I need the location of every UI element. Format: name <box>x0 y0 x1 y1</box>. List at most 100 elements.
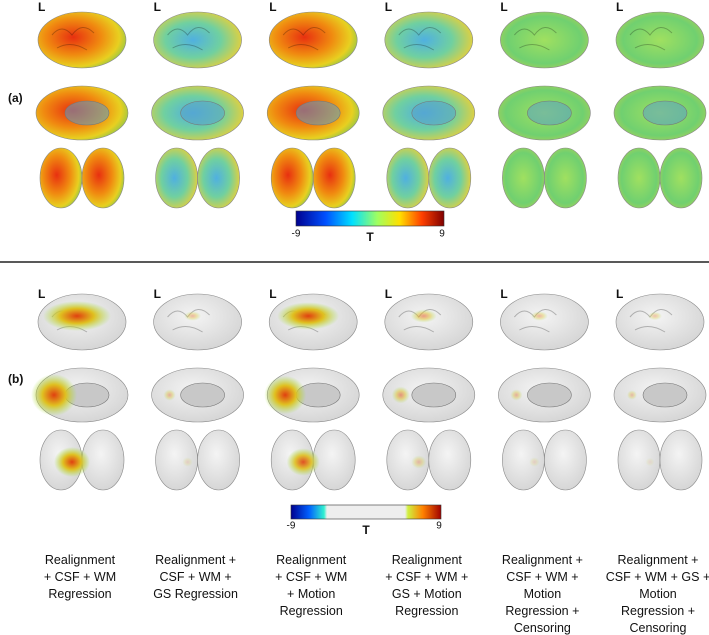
caption-line: Motion <box>524 587 562 601</box>
side-label: L <box>154 287 161 301</box>
colorbar-max: 9 <box>439 229 445 240</box>
caption-line: Realignment <box>392 553 463 567</box>
brain-coronal <box>270 147 314 209</box>
brain-coronal <box>659 147 703 209</box>
activation <box>411 455 427 469</box>
activation <box>264 375 307 415</box>
brain-gyri <box>282 27 326 51</box>
brain-coronal <box>197 429 240 491</box>
brain-gyri <box>167 27 210 51</box>
brain-medial-wall <box>180 100 225 126</box>
activation <box>163 389 176 401</box>
activation <box>286 448 320 476</box>
brain-medial-wall <box>527 100 572 126</box>
brain-gyri <box>629 27 673 51</box>
activation <box>277 302 340 330</box>
brain-lateral <box>37 11 127 69</box>
caption-line: + CSF + WM + <box>385 570 468 584</box>
activation <box>645 457 655 467</box>
side-label: L <box>38 0 45 14</box>
colorbar-title: T <box>362 523 370 537</box>
brain-medial-wall <box>642 100 688 126</box>
caption: Realignment + CSF + WM + GS + Motion Regres… <box>385 553 468 618</box>
side-label: L <box>154 0 161 14</box>
caption-line: CSF + WM + <box>506 570 578 584</box>
caption: Realignment + CSF + WM + Motion Regression <box>275 553 347 618</box>
caption-line: Censoring <box>630 621 687 635</box>
side-label: L <box>500 287 507 301</box>
brain-lateral <box>500 293 589 351</box>
side-label: L <box>616 0 623 14</box>
side-label: L <box>269 287 276 301</box>
brain-medial-wall <box>180 382 225 408</box>
brain-gyri <box>51 27 95 51</box>
colorbar <box>290 504 442 520</box>
caption-line: Motion <box>639 587 677 601</box>
side-label: L <box>385 287 392 301</box>
caption-line: Regression <box>280 604 343 618</box>
brain-lateral <box>615 293 705 351</box>
brain-coronal <box>428 147 472 209</box>
activation <box>529 457 540 467</box>
side-label: L <box>38 287 45 301</box>
caption-line: + CSF + WM <box>275 570 347 584</box>
caption: Realignment + CSF + WM + GS + Motion Regres… <box>606 553 709 635</box>
brain-coronal <box>544 429 587 491</box>
activation <box>648 311 662 321</box>
brain-medial-wall <box>295 100 341 126</box>
activation <box>184 311 202 321</box>
colorbar <box>295 210 445 227</box>
activation <box>54 447 90 477</box>
caption-line: Realignment <box>45 553 116 567</box>
activation <box>627 390 637 400</box>
brain-coronal <box>197 147 240 209</box>
brain-coronal <box>502 147 545 209</box>
brain-coronal <box>544 147 587 209</box>
brain-medial-wall <box>411 382 457 408</box>
side-label: L <box>385 0 392 14</box>
activation <box>31 374 77 416</box>
side-label: L <box>269 0 276 14</box>
activation <box>182 457 193 467</box>
side-label: L <box>500 0 507 14</box>
brain-lateral <box>500 11 589 69</box>
activation <box>391 386 410 404</box>
activation <box>530 311 548 321</box>
caption-line: Realignment + <box>502 553 583 567</box>
brain-lateral <box>153 293 242 351</box>
caption-line: Realignment + <box>618 553 699 567</box>
brain-lateral <box>384 11 474 69</box>
caption-line: Regression + <box>505 604 579 618</box>
brain-coronal <box>386 147 430 209</box>
panel-label: (a) <box>8 91 23 105</box>
colorbar-title: T <box>366 230 374 244</box>
brain-coronal <box>617 147 661 209</box>
brain-coronal <box>155 147 198 209</box>
caption-line: Realignment + <box>155 553 236 567</box>
colorbar-min: -9 <box>292 229 301 240</box>
caption-line: Regression <box>48 587 111 601</box>
brain-medial-wall <box>64 100 110 126</box>
brain-lateral <box>268 11 358 69</box>
brain-coronal <box>81 147 125 209</box>
brain-lateral <box>153 11 242 69</box>
caption-line: GS + Motion <box>392 587 462 601</box>
brain-medial-wall <box>411 100 457 126</box>
activation <box>43 301 111 331</box>
brain-gyri <box>398 27 442 51</box>
brain-coronal <box>39 147 83 209</box>
caption-line: CSF + WM + GS + <box>606 570 709 584</box>
caption-line: CSF + WM + <box>159 570 231 584</box>
brain-medial-wall <box>527 382 572 408</box>
caption-line: Realignment <box>276 553 347 567</box>
caption-line: + CSF + WM <box>44 570 116 584</box>
brain-gyri <box>514 27 557 51</box>
side-label: L <box>616 287 623 301</box>
activation <box>410 309 437 323</box>
caption-line: + Motion <box>287 587 335 601</box>
activation <box>510 389 523 401</box>
brain-renderings <box>31 11 707 491</box>
caption: Realignment + CSF + WM + GS Regression <box>153 553 238 601</box>
brain-coronal <box>659 429 703 491</box>
